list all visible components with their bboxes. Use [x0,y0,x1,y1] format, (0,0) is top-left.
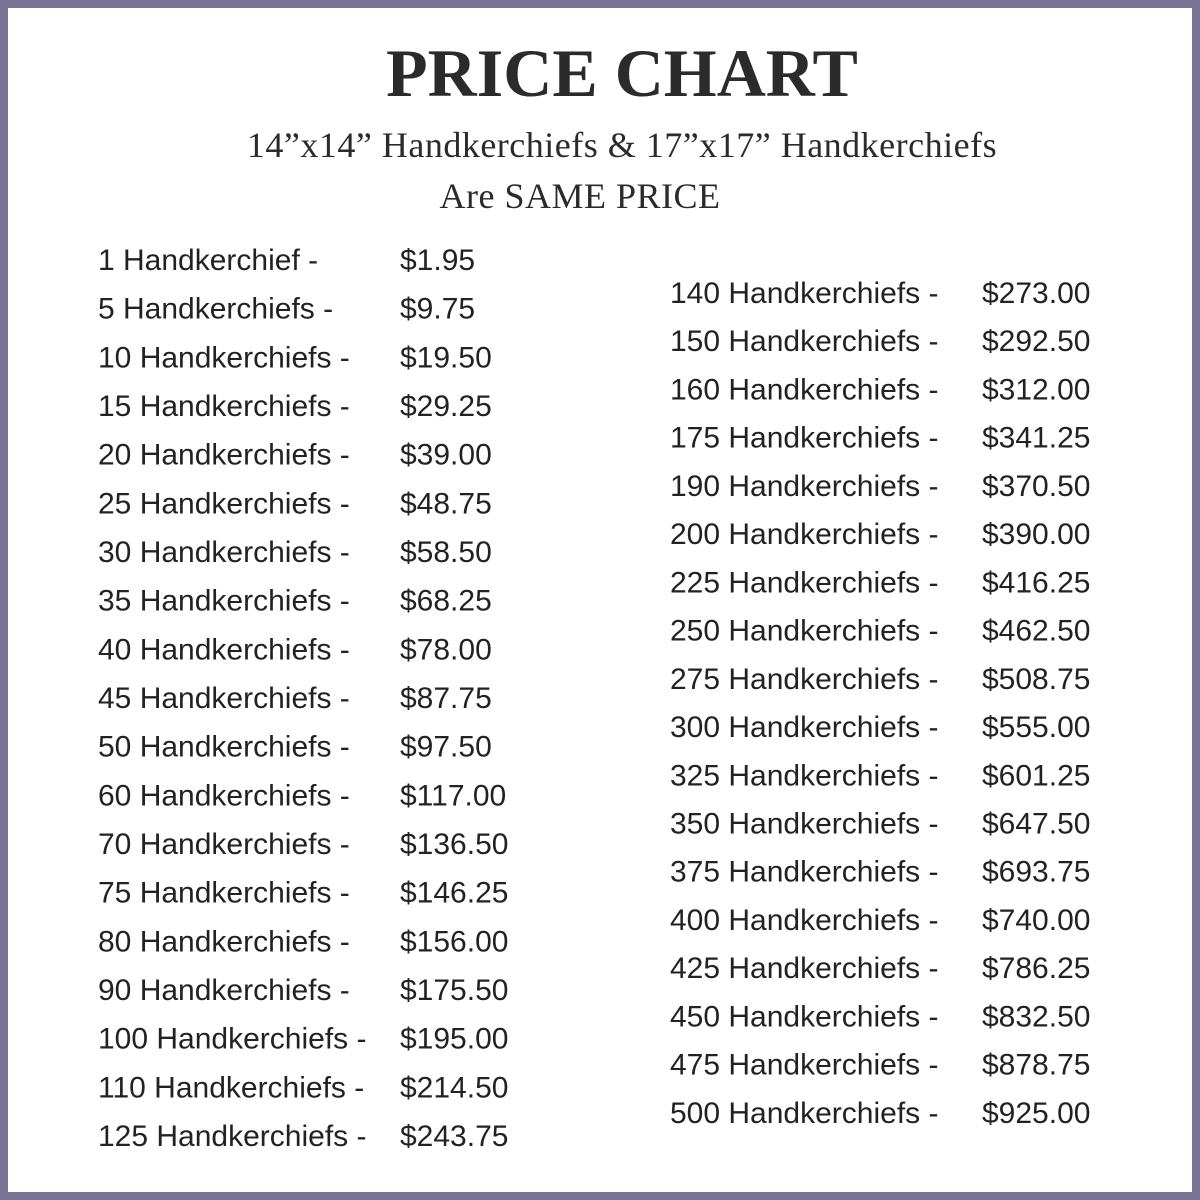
row-price: $136.50 [400,828,508,861]
row-price: $48.75 [400,487,492,520]
row-label: 5 Handkerchiefs - [98,293,333,326]
row-price: $87.75 [400,682,492,715]
row-label: 1 Handkerchief - [98,244,318,277]
row-label: 70 Handkerchiefs - [98,828,350,861]
row-label: 160 Handkerchiefs - [670,373,938,406]
row-label: 250 Handkerchiefs - [670,615,938,648]
row-label: 350 Handkerchiefs - [670,808,938,841]
row-label: 60 Handkerchiefs - [98,779,350,812]
row-price: $555.00 [982,711,1090,744]
row-price: $214.50 [400,1071,508,1104]
row-label: 300 Handkerchiefs - [670,711,938,744]
row-price: $647.50 [982,808,1090,841]
row-price: $9.75 [400,293,475,326]
row-label: 475 Handkerchiefs - [670,1049,938,1082]
row-label: 375 Handkerchiefs - [670,856,938,889]
row-price: $68.25 [400,585,492,618]
row-label: 15 Handkerchiefs - [98,390,350,423]
row-label: 25 Handkerchiefs - [98,487,350,520]
row-label: 150 Handkerchiefs - [670,325,938,358]
row-price: $832.50 [982,1000,1090,1033]
row-label: 500 Handkerchiefs - [670,1097,938,1130]
row-label: 80 Handkerchiefs - [98,925,350,958]
row-label: 75 Handkerchiefs - [98,877,350,910]
row-label: 40 Handkerchiefs - [98,633,350,666]
row-label: 30 Handkerchiefs - [98,536,350,569]
row-label: 100 Handkerchiefs - [98,1023,366,1056]
row-label: 50 Handkerchiefs - [98,731,350,764]
row-label: 20 Handkerchiefs - [98,439,350,472]
subtitle: 14”x14” Handkerchiefs & 17”x17” Handkerc… [247,125,997,165]
subtitle: Are SAME PRICE [439,176,720,216]
row-label: 450 Handkerchiefs - [670,1000,938,1033]
row-price: $878.75 [982,1049,1090,1082]
row-price: $508.75 [982,663,1090,696]
row-price: $925.00 [982,1097,1090,1130]
row-price: $273.00 [982,277,1090,310]
row-label: 10 Handkerchiefs - [98,341,350,374]
row-price: $292.50 [982,325,1090,358]
row-price: $1.95 [400,244,475,277]
row-price: $39.00 [400,439,492,472]
row-price: $370.50 [982,470,1090,503]
row-label: 325 Handkerchiefs - [670,759,938,792]
row-label: 225 Handkerchiefs - [670,566,938,599]
row-price: $97.50 [400,731,492,764]
row-label: 400 Handkerchiefs - [670,904,938,937]
row-label: 90 Handkerchiefs - [98,974,350,1007]
row-label: 110 Handkerchiefs - [98,1071,364,1104]
row-price: $462.50 [982,615,1090,648]
row-label: 425 Handkerchiefs - [670,952,938,985]
row-label: 175 Handkerchiefs - [670,422,938,455]
row-label: 275 Handkerchiefs - [670,663,938,696]
row-price: $693.75 [982,856,1090,889]
row-price: $29.25 [400,390,492,423]
row-price: $390.00 [982,518,1090,551]
row-price: $117.00 [400,779,506,812]
row-price: $58.50 [400,536,492,569]
row-label: 140 Handkerchiefs - [670,277,938,310]
row-label: 35 Handkerchiefs - [98,585,350,618]
row-price: $601.25 [982,759,1090,792]
row-label: 45 Handkerchiefs - [98,682,350,715]
row-price: $78.00 [400,633,492,666]
title: PRICE CHART [386,35,858,111]
row-label: 190 Handkerchiefs - [670,470,938,503]
row-price: $341.25 [982,422,1090,455]
row-price: $416.25 [982,566,1090,599]
row-price: $786.25 [982,952,1090,985]
row-price: $175.50 [400,974,508,1007]
row-price: $195.00 [400,1023,508,1056]
row-label: 125 Handkerchiefs - [98,1120,366,1153]
row-price: $19.50 [400,341,492,374]
row-label: 200 Handkerchiefs - [670,518,938,551]
row-price: $156.00 [400,925,508,958]
row-price: $740.00 [982,904,1090,937]
row-price: $312.00 [982,373,1090,406]
row-price: $146.25 [400,877,508,910]
row-price: $243.75 [400,1120,508,1153]
